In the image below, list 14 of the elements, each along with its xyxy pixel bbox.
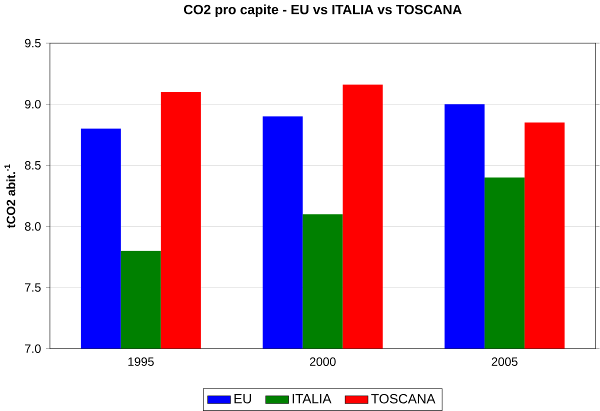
y-tick-label: 8.5: [24, 161, 41, 170]
legend-label: EU: [234, 394, 252, 404]
legend-label: TOSCANA: [371, 394, 436, 404]
legend-label: ITALIA: [292, 394, 332, 404]
y-tick-label: 9.5: [25, 38, 41, 48]
y-tick-label: 7.0: [25, 344, 41, 353]
y-tick-label: 8.0: [24, 222, 41, 231]
x-tick-label: 1995: [128, 357, 154, 366]
x-tick-label: 2005: [492, 357, 518, 366]
y-tick-label: 9.0: [25, 100, 41, 108]
chart-title: CO2 pro capite - EU vs ITALIA vs TOSCANA: [184, 4, 462, 17]
y-tick-label: 7.5: [25, 283, 41, 292]
x-tick-label: 2000: [310, 357, 336, 366]
y-axis-title: tCO2 abit.$^{-1}$: [4, 164, 16, 228]
